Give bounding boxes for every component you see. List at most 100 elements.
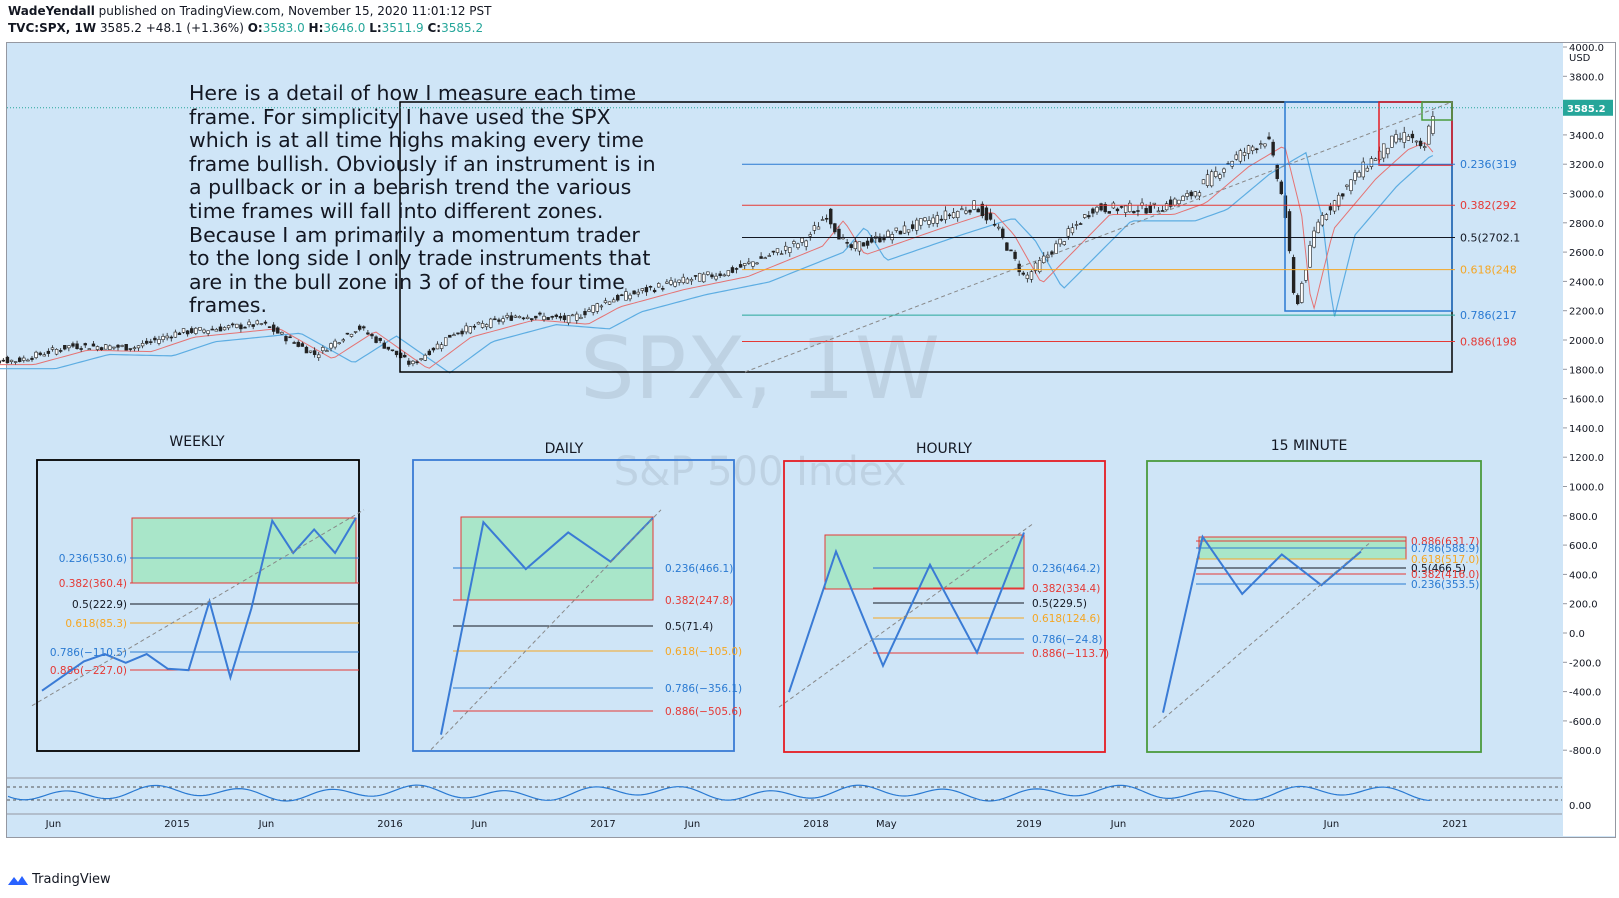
candle-body bbox=[480, 323, 485, 328]
panel-frame-2 bbox=[412, 459, 735, 752]
candle-body bbox=[1181, 195, 1185, 202]
candle-body bbox=[403, 354, 407, 358]
panel-fib-label: 0.236(353.5) bbox=[1411, 579, 1479, 591]
candle-body bbox=[1332, 200, 1337, 212]
candle-body bbox=[452, 334, 456, 337]
panel-fib-label: 0.382(360.4) bbox=[59, 578, 127, 590]
candle-body bbox=[747, 261, 751, 264]
candle-body bbox=[513, 315, 518, 318]
candle-body bbox=[1427, 125, 1431, 145]
panel-fib-label: 0.236(530.6) bbox=[59, 553, 127, 565]
panel-fib-label: 0.5(71.4) bbox=[665, 621, 713, 633]
candle-body bbox=[718, 273, 722, 276]
candle-body bbox=[38, 352, 42, 355]
moving-average-slow bbox=[0, 151, 1434, 374]
price-tick-label: -200.0 bbox=[1569, 658, 1601, 669]
candle-body bbox=[546, 317, 550, 320]
time-tick-label: Jun bbox=[684, 819, 701, 830]
candle-body bbox=[67, 345, 71, 349]
candle-body bbox=[362, 326, 366, 329]
fib-level-label: 0.5(2702.1 bbox=[1460, 231, 1520, 244]
candle-body bbox=[734, 268, 739, 270]
candle-body bbox=[1369, 158, 1374, 167]
ohlc-legend: TVC:SPX, 1W 3585.2 +48.1 (+1.36%) O:3583… bbox=[8, 21, 484, 35]
tradingview-logo[interactable]: TradingView bbox=[8, 872, 111, 887]
candle-body bbox=[349, 333, 354, 337]
price-axis bbox=[1563, 43, 1615, 836]
candle-body bbox=[157, 339, 161, 344]
price-tick-label: -800.0 bbox=[1569, 746, 1601, 757]
fib-level-label: 0.618(248 bbox=[1460, 264, 1517, 277]
publish-date: published on TradingView.com, November 1… bbox=[98, 4, 492, 18]
candle-body bbox=[382, 342, 386, 349]
candle-body bbox=[1119, 206, 1124, 208]
chart-pane[interactable] bbox=[6, 42, 1616, 838]
price-tick-label: 3000.0 bbox=[1569, 190, 1604, 201]
candle-body bbox=[1414, 140, 1419, 143]
panel-title: DAILY bbox=[545, 441, 584, 457]
candle-body bbox=[783, 245, 788, 251]
candle-body bbox=[198, 327, 202, 331]
panel-fib-label: 0.5(229.5) bbox=[1032, 598, 1087, 610]
panel-fib-label: 0.886(−113.7) bbox=[1032, 648, 1109, 660]
candle-body bbox=[583, 311, 587, 316]
candle-body bbox=[231, 323, 235, 326]
panel-trend-line bbox=[31, 509, 365, 707]
candle-body bbox=[1214, 171, 1218, 177]
candle-body bbox=[767, 255, 772, 257]
candle-body bbox=[140, 343, 145, 347]
candle-body bbox=[964, 210, 968, 214]
candle-body bbox=[1017, 263, 1021, 273]
candle-body bbox=[370, 334, 374, 337]
candle-body bbox=[878, 236, 882, 243]
candle-body bbox=[616, 294, 620, 301]
candle-body bbox=[501, 318, 505, 323]
analysis-note: Here is a detail of how I measure each t… bbox=[189, 81, 656, 318]
candle-body bbox=[755, 262, 759, 265]
price-tick-label: 600.0 bbox=[1569, 541, 1598, 552]
candle-body bbox=[804, 240, 808, 247]
candle-body bbox=[984, 207, 989, 221]
time-tick-label: 2019 bbox=[1016, 819, 1041, 830]
candle-body bbox=[570, 314, 575, 317]
time-tick-label: 2018 bbox=[803, 819, 828, 830]
candle-body bbox=[566, 315, 571, 324]
candle-body bbox=[222, 327, 227, 331]
candle-body bbox=[202, 329, 206, 333]
candle-body bbox=[1025, 274, 1030, 279]
panel-fib-label: 0.5(222.9) bbox=[72, 599, 127, 611]
low-value: 3511.9 bbox=[381, 21, 424, 35]
oscillator-line bbox=[7, 784, 1431, 802]
candle-body bbox=[136, 345, 141, 349]
panel-title: HOURLY bbox=[916, 441, 972, 457]
candle-body bbox=[79, 348, 83, 350]
candle-body bbox=[1275, 164, 1279, 179]
candle-body bbox=[960, 208, 964, 211]
fib-level-label: 0.786(217 bbox=[1460, 309, 1517, 322]
publish-info: WadeYendall published on TradingView.com… bbox=[8, 4, 491, 18]
price-tick-label: 2000.0 bbox=[1569, 336, 1604, 347]
candle-body bbox=[919, 218, 923, 226]
candle-body bbox=[906, 229, 911, 233]
price-tick-label: -600.0 bbox=[1569, 717, 1601, 728]
candle-body bbox=[1320, 215, 1324, 226]
price-tick-label: 0.0 bbox=[1569, 629, 1585, 640]
candle-body bbox=[726, 270, 731, 277]
candle-body bbox=[935, 215, 939, 224]
candle-body bbox=[1115, 208, 1120, 212]
candle-body bbox=[132, 347, 137, 350]
candle-body bbox=[1173, 198, 1177, 206]
time-tick-label: 2015 bbox=[164, 819, 189, 830]
candle-body bbox=[185, 330, 190, 335]
candle-body bbox=[374, 336, 378, 343]
candle-body bbox=[1197, 192, 1202, 197]
author-name[interactable]: WadeYendall bbox=[8, 4, 95, 18]
candle-body bbox=[165, 335, 169, 339]
candle-body bbox=[956, 211, 960, 218]
price-tick-label: 2800.0 bbox=[1569, 219, 1604, 230]
candle-body bbox=[91, 343, 96, 347]
price-tick-label: 2600.0 bbox=[1569, 248, 1604, 259]
candle-body bbox=[640, 288, 645, 291]
candle-body bbox=[71, 343, 75, 347]
